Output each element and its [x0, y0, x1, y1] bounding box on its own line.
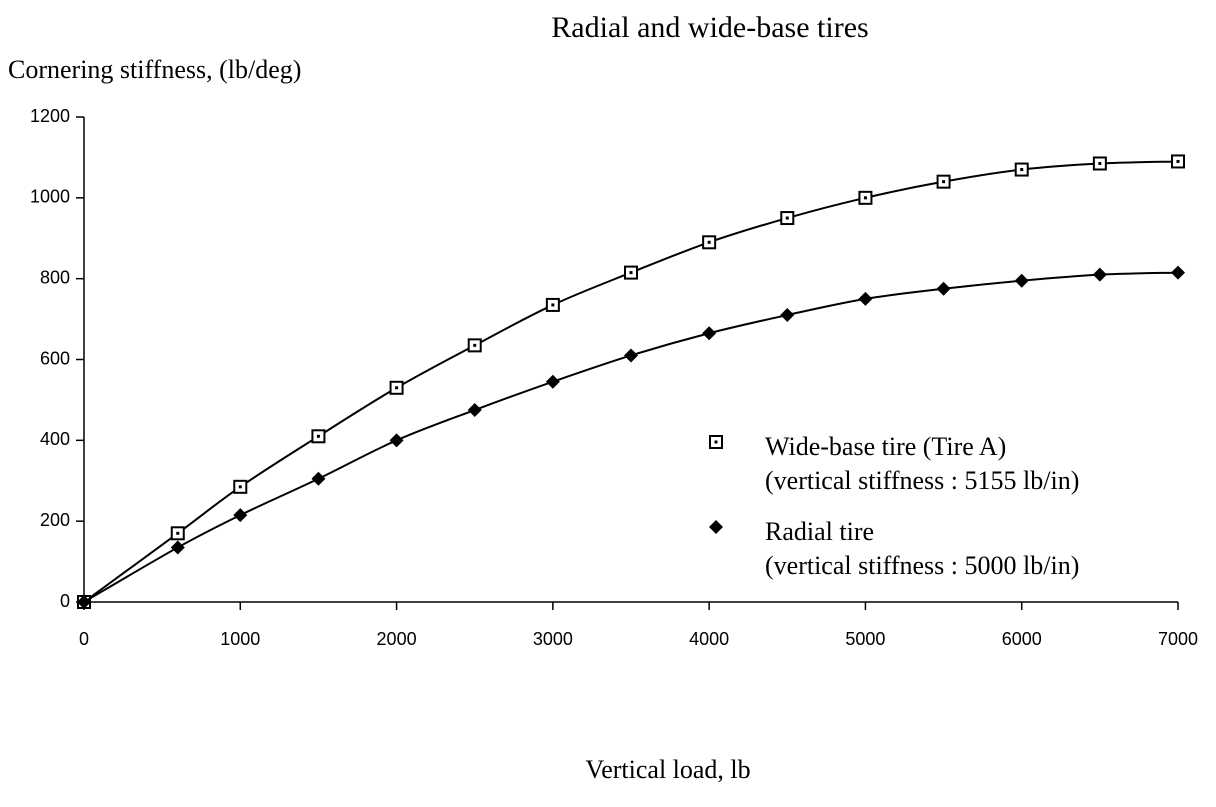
y-tick-label: 200 [40, 510, 70, 530]
marker-dot [629, 271, 633, 275]
marker-diamond [1092, 267, 1107, 282]
marker-diamond [311, 471, 326, 486]
marker-diamond [1014, 273, 1029, 288]
marker-diamond [936, 281, 951, 296]
marker-dot [1098, 161, 1102, 165]
y-tick-label: 800 [40, 267, 70, 287]
marker-dot [395, 386, 399, 390]
y-tick-label: 400 [40, 429, 70, 449]
marker-diamond [1171, 265, 1185, 280]
chart-title: Radial and wide-base tires [551, 11, 868, 44]
legend-description: (vertical stiffness : 5155 lb/in) [765, 466, 1079, 495]
marker-diamond [702, 326, 717, 341]
marker-dot [238, 485, 242, 489]
marker-diamond [389, 433, 404, 448]
x-tick-label: 2000 [377, 629, 417, 649]
x-tick-label: 5000 [845, 629, 885, 649]
y-axis-label: Cornering stiffness, (lb/deg) [8, 55, 301, 84]
marker-diamond [170, 540, 185, 555]
y-tick-label: 600 [40, 348, 70, 368]
marker-diamond [858, 291, 873, 306]
y-tick-label: 1000 [30, 187, 70, 207]
x-axis-label: Vertical load, lb [585, 755, 750, 784]
legend-marker-dot [714, 440, 718, 444]
marker-diamond [624, 348, 638, 363]
legend-label: Radial tire [765, 517, 874, 546]
marker-diamond [233, 508, 248, 523]
marker-dot [863, 196, 867, 200]
marker-dot [551, 303, 555, 307]
x-tick-label: 1000 [220, 629, 260, 649]
y-tick-label: 1200 [30, 106, 70, 126]
marker-diamond [545, 374, 560, 389]
series-line [83, 271, 1179, 603]
marker-diamond [77, 595, 91, 609]
marker-diamond [467, 403, 482, 418]
marker-dot [1020, 168, 1024, 172]
legend-label: Wide-base tire (Tire A) [765, 432, 1006, 461]
marker-dot [473, 343, 477, 347]
series-line [83, 160, 1179, 603]
marker-dot [785, 216, 789, 220]
x-tick-label: 6000 [1002, 629, 1042, 649]
x-tick-label: 3000 [533, 629, 573, 649]
marker-dot [942, 180, 946, 184]
marker-dot [316, 434, 320, 438]
x-tick-label: 0 [79, 629, 89, 649]
legend-marker [709, 520, 723, 534]
legend-description: (vertical stiffness : 5000 lb/in) [765, 551, 1079, 580]
marker-dot [1176, 159, 1180, 163]
marker-diamond [780, 308, 795, 323]
y-tick-label: 0 [60, 591, 70, 611]
x-tick-label: 4000 [689, 629, 729, 649]
marker-dot [707, 240, 711, 244]
marker-dot [176, 531, 180, 535]
x-tick-label: 7000 [1158, 629, 1198, 649]
